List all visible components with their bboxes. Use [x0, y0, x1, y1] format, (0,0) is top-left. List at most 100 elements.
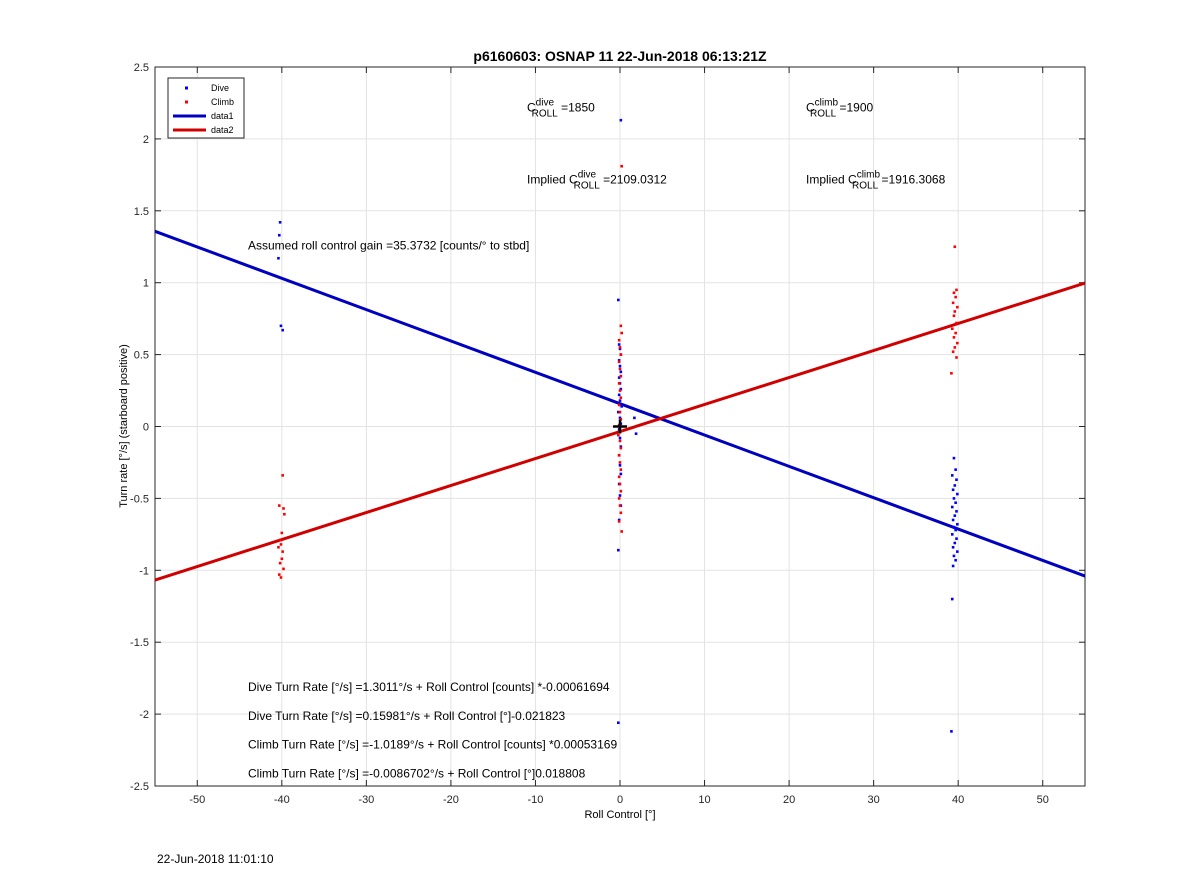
- point-climb: [617, 360, 621, 364]
- point-dive: [619, 370, 623, 374]
- point-climb: [950, 371, 953, 375]
- point-climb: [279, 543, 283, 546]
- point-climb: [619, 374, 623, 378]
- x-tick-label: 0: [617, 794, 623, 806]
- x-axis-label: Roll Control [°]: [584, 809, 655, 821]
- point-dive: [617, 393, 621, 397]
- point-climb: [279, 576, 283, 579]
- x-tick-label: -10: [528, 794, 544, 806]
- point-dive: [619, 472, 623, 476]
- y-tick-label: -1.5: [130, 637, 149, 649]
- point-dive: [617, 359, 621, 362]
- origin-plus-marker: [613, 419, 627, 434]
- point-climb: [952, 314, 956, 318]
- y-tick-label: -0.5: [130, 493, 149, 505]
- point-dive: [950, 474, 954, 477]
- annotation-part: C: [527, 101, 536, 115]
- point-climb: [618, 389, 622, 392]
- x-tick-label: 50: [1037, 794, 1049, 806]
- point-climb: [277, 545, 280, 549]
- point-climb: [281, 550, 284, 553]
- annotation-impclimb: Implied Cclimb ROLL =1916.3068: [806, 169, 946, 191]
- point-climb: [618, 410, 622, 414]
- point-climb: [954, 331, 957, 335]
- legend-label-data1: data1: [211, 111, 234, 121]
- point-dive: [952, 497, 956, 500]
- y-tick-label: 1.5: [134, 206, 149, 218]
- point-dive: [951, 518, 955, 522]
- annotation-part: =1900: [836, 101, 873, 115]
- annotation-part: =2109.0312: [600, 172, 667, 186]
- point-climb: [951, 301, 955, 305]
- point-dive: [617, 410, 620, 414]
- y-tick-label: -2.5: [130, 781, 149, 793]
- point-dive: [956, 522, 959, 526]
- annotation-eq1: Dive Turn Rate [°/s] =1.3011°/s + Roll C…: [248, 680, 610, 694]
- point-dive: [618, 416, 622, 420]
- point-climb: [619, 446, 623, 450]
- point-climb: [617, 338, 621, 342]
- point-climb: [953, 310, 957, 313]
- point-climb: [619, 324, 623, 328]
- point-dive: [619, 445, 623, 448]
- point-climb: [618, 482, 622, 486]
- point-dive: [951, 545, 955, 549]
- annotation-gain: Assumed roll control gain =35.3732 [coun…: [248, 239, 529, 253]
- point-dive: [956, 492, 959, 496]
- annotation-part: C: [806, 101, 815, 115]
- point-dive: [619, 118, 623, 122]
- y-tick-label: 2: [143, 134, 149, 146]
- point-dive: [277, 256, 280, 260]
- point-dive: [633, 416, 636, 420]
- point-dive: [277, 233, 281, 237]
- point-climb: [617, 497, 621, 500]
- point-dive: [617, 376, 621, 379]
- point-dive: [956, 550, 959, 553]
- annotation-cdive: Cdive ROLL =1850: [527, 98, 595, 120]
- y-tick-label: -1: [139, 565, 149, 577]
- point-climb: [619, 489, 623, 493]
- annotation-part: dive: [578, 169, 597, 180]
- annotation-part: ROLL: [532, 109, 559, 120]
- point-climb: [955, 288, 958, 292]
- legend-marker-dive: [185, 86, 188, 90]
- point-climb: [952, 291, 956, 295]
- point-dive: [951, 488, 955, 492]
- data-points: [277, 118, 959, 733]
- point-dive: [618, 399, 622, 402]
- annotation-part: climb: [857, 169, 881, 180]
- point-dive: [618, 364, 622, 368]
- point-climb: [953, 346, 957, 349]
- point-dive: [955, 510, 958, 513]
- x-tick-label: 10: [698, 794, 710, 806]
- point-climb: [617, 403, 621, 407]
- point-dive: [618, 494, 622, 497]
- point-climb: [955, 321, 958, 325]
- annotation-part: C: [569, 172, 578, 186]
- annotation-part: ROLL: [852, 180, 879, 191]
- point-dive: [953, 484, 957, 487]
- annotation-part: =1850: [558, 101, 595, 115]
- annotation-part: Implied: [806, 172, 848, 186]
- point-climb: [619, 511, 623, 515]
- x-tick-label: 30: [868, 794, 880, 806]
- point-climb: [952, 336, 956, 339]
- point-dive: [634, 432, 638, 435]
- point-dive: [954, 528, 957, 532]
- point-dive: [951, 564, 955, 568]
- annotation-cclimb: Cclimb ROLL =1900: [806, 98, 874, 120]
- point-climb: [278, 538, 282, 542]
- point-climb: [618, 504, 622, 507]
- point-climb: [277, 573, 281, 576]
- point-climb: [278, 561, 282, 565]
- point-dive: [954, 468, 957, 471]
- point-climb: [955, 356, 958, 359]
- annotation-eq2: Dive Turn Rate [°/s] =0.15981°/s + Roll …: [248, 709, 566, 723]
- point-dive: [952, 525, 956, 529]
- point-climb: [618, 346, 622, 349]
- point-dive: [620, 405, 623, 408]
- x-tick-label: 40: [952, 794, 964, 806]
- axis-ticks: -50 -40 -30 -20 -10 0 10 20 30 40 50-2.5-2-1.5-1-0…: [130, 62, 1085, 806]
- point-dive: [618, 436, 622, 440]
